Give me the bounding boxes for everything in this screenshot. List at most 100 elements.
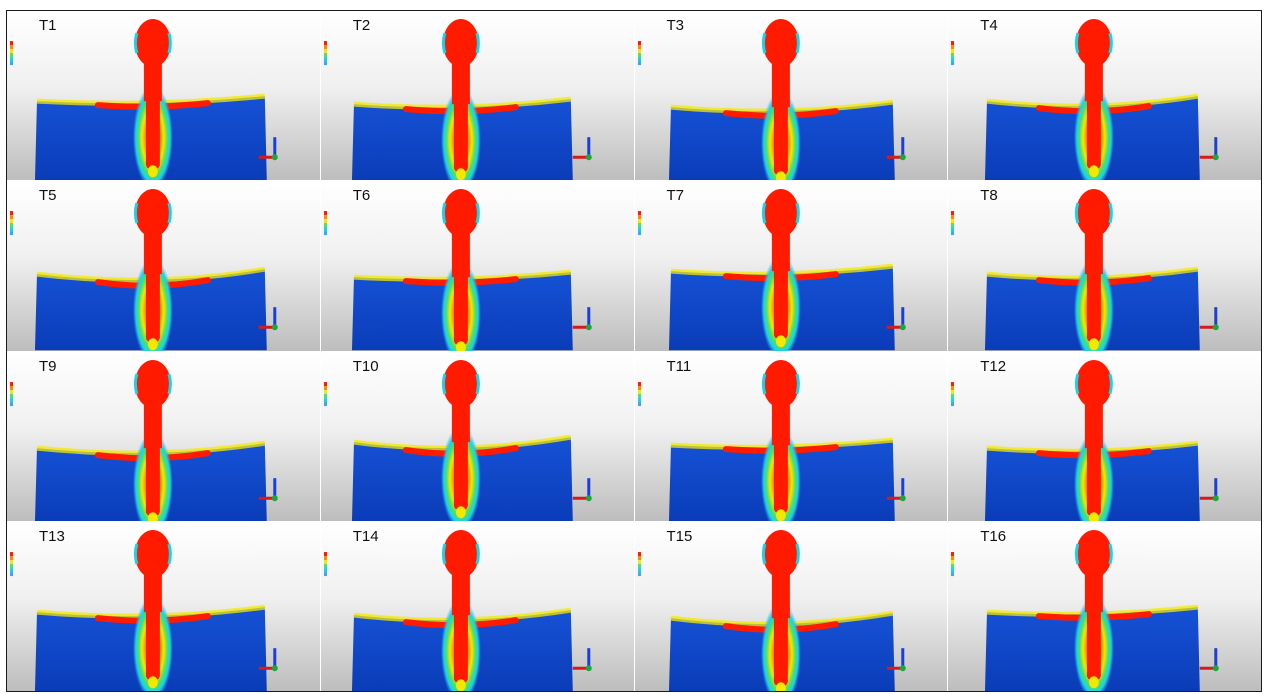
crown-edge-stress bbox=[441, 32, 447, 54]
implant-apex bbox=[147, 165, 158, 178]
axis-z bbox=[271, 324, 278, 331]
fea-scene bbox=[637, 189, 906, 351]
scale-swatch bbox=[951, 41, 955, 46]
crown-edge-stress bbox=[133, 373, 139, 394]
stress-color-scale-icon bbox=[9, 381, 13, 406]
scale-swatch bbox=[951, 53, 955, 58]
scale-swatch bbox=[951, 389, 955, 394]
stress-color-scale-icon bbox=[323, 381, 327, 406]
scale-swatch bbox=[323, 571, 327, 576]
scale-swatch bbox=[9, 563, 13, 568]
fea-panel-t7: T7 bbox=[634, 181, 948, 351]
implant-body bbox=[773, 101, 788, 176]
scale-swatch bbox=[951, 401, 955, 406]
scale-swatch bbox=[951, 219, 955, 224]
panel-label: T16 bbox=[980, 527, 1007, 545]
xyz-axis-triad-icon bbox=[886, 137, 906, 161]
scale-swatch bbox=[323, 389, 327, 394]
scale-swatch bbox=[637, 215, 641, 220]
scale-swatch bbox=[951, 567, 955, 572]
scale-swatch bbox=[951, 555, 955, 560]
scale-swatch bbox=[323, 53, 327, 58]
scale-swatch bbox=[637, 559, 641, 564]
scale-swatch bbox=[323, 559, 327, 564]
scale-swatch bbox=[323, 211, 327, 216]
fea-scene bbox=[323, 529, 592, 691]
crown-edge-stress bbox=[1075, 543, 1080, 565]
crown-head bbox=[442, 529, 479, 578]
crown-edge-stress bbox=[761, 543, 766, 565]
implant-body bbox=[145, 95, 160, 170]
scale-swatch bbox=[637, 397, 641, 402]
crown-edge-stress bbox=[167, 543, 172, 565]
axis-z bbox=[1213, 664, 1220, 671]
scale-swatch bbox=[323, 563, 327, 568]
crown-head bbox=[134, 529, 171, 578]
xyz-axis-triad-icon bbox=[1200, 307, 1220, 331]
crown-edge-stress bbox=[761, 202, 766, 224]
xyz-axis-triad-icon bbox=[886, 477, 906, 501]
fea-scene bbox=[323, 189, 592, 351]
fea-panel-t15: T15 bbox=[634, 521, 948, 691]
crown-head bbox=[134, 19, 171, 68]
scale-swatch bbox=[637, 555, 641, 560]
implant-apex bbox=[775, 681, 786, 691]
scale-swatch bbox=[9, 559, 13, 564]
fea-panel-t10: T10 bbox=[320, 351, 634, 521]
crown-edge-stress bbox=[133, 202, 139, 224]
fea-panel-t9: T9 bbox=[7, 351, 320, 521]
panel-label: T1 bbox=[39, 17, 57, 34]
scale-swatch bbox=[9, 401, 13, 406]
scale-swatch bbox=[323, 381, 327, 386]
scale-swatch bbox=[9, 555, 13, 560]
scale-swatch bbox=[323, 219, 327, 224]
scale-swatch bbox=[637, 401, 641, 406]
scale-swatch bbox=[637, 57, 641, 62]
xyz-axis-triad-icon bbox=[258, 137, 278, 161]
fea-panel-t4: T4 bbox=[948, 11, 1261, 181]
scale-swatch bbox=[951, 381, 955, 386]
crown-head bbox=[1076, 529, 1113, 578]
implant-apex bbox=[775, 335, 786, 348]
scale-swatch bbox=[951, 385, 955, 390]
implant-apex bbox=[1089, 165, 1100, 178]
crown-edge-stress bbox=[133, 543, 139, 565]
axis-z bbox=[899, 664, 906, 671]
panel-label: T10 bbox=[352, 357, 379, 375]
crown-edge-stress bbox=[1075, 202, 1080, 224]
implant-apex bbox=[147, 675, 158, 688]
scale-swatch bbox=[951, 559, 955, 564]
stress-color-scale-icon bbox=[9, 211, 13, 236]
scale-swatch bbox=[9, 53, 13, 58]
axis-z bbox=[585, 154, 592, 161]
scale-swatch bbox=[323, 49, 327, 54]
implant-apex bbox=[147, 511, 158, 521]
crown-head bbox=[134, 189, 171, 238]
scale-swatch bbox=[323, 393, 327, 398]
scale-swatch bbox=[951, 211, 955, 216]
scale-swatch bbox=[637, 61, 641, 66]
scale-swatch bbox=[9, 45, 13, 50]
panel-label: T12 bbox=[980, 357, 1007, 375]
stress-color-scale-icon bbox=[637, 551, 641, 576]
fea-panel-t12: T12 bbox=[948, 351, 1261, 521]
fea-scene bbox=[637, 529, 906, 691]
panel-label: T6 bbox=[352, 187, 371, 205]
axis-z bbox=[271, 664, 278, 671]
scale-swatch bbox=[323, 397, 327, 402]
scale-swatch bbox=[9, 61, 13, 66]
crown-edge-stress bbox=[761, 32, 766, 54]
scale-swatch bbox=[9, 567, 13, 572]
implant-body bbox=[145, 441, 160, 516]
scale-swatch bbox=[637, 211, 641, 216]
fea-scene bbox=[951, 529, 1220, 691]
crown-head bbox=[1076, 359, 1113, 408]
implant-body bbox=[773, 611, 788, 686]
axis-z bbox=[271, 154, 278, 161]
crown-edge-stress bbox=[475, 543, 480, 565]
crown-head bbox=[762, 359, 799, 408]
crown-edge-stress bbox=[441, 202, 447, 224]
scale-swatch bbox=[9, 381, 13, 386]
scale-swatch bbox=[9, 393, 13, 398]
xyz-axis-triad-icon bbox=[886, 307, 906, 331]
